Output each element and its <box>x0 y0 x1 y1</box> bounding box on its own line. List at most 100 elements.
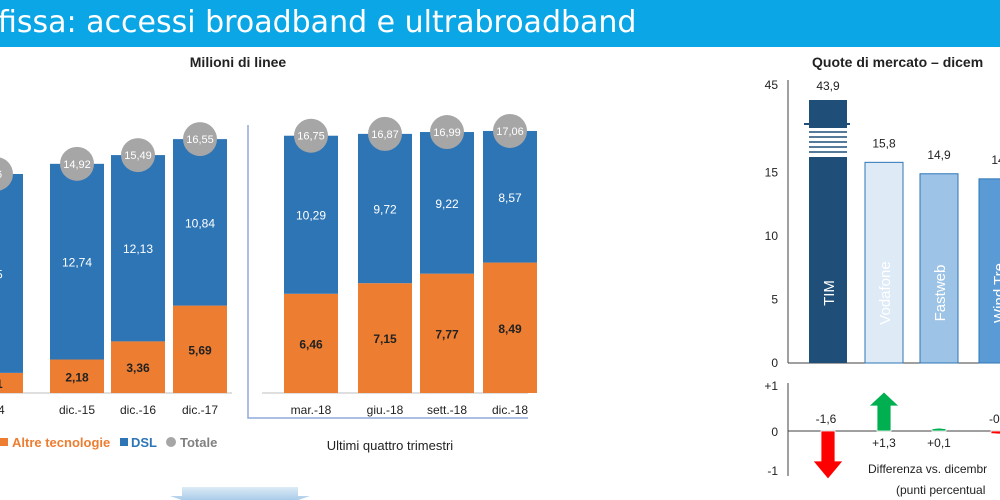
bar-altre-5 <box>358 283 412 393</box>
category-label-7: dic.-18 <box>492 403 528 417</box>
label-altre-1: 2,18 <box>65 370 89 384</box>
label-altre-0: 31 <box>0 377 3 391</box>
quarters-group-label: Ultimi quattro trimestri <box>327 438 454 453</box>
delta-ytick-1: 0 <box>771 425 778 439</box>
share-category-0: TIM <box>821 280 838 306</box>
total-marker-6 <box>430 115 464 150</box>
lines-bar-chart: Milioni di linee Ultimi quattro trimestr… <box>0 54 537 500</box>
share-value-2: 14,9 <box>927 148 951 162</box>
category-label-4: mar.-18 <box>291 403 332 417</box>
label-totale-2: 15,49 <box>124 150 152 162</box>
down-arrow-icon-3 <box>982 430 1000 435</box>
share-ytick-0: 0 <box>771 356 778 370</box>
bar-altre-7 <box>483 262 537 393</box>
label-altre-7: 8,49 <box>498 322 522 336</box>
delta-ytick-2: -1 <box>767 464 778 478</box>
share-category-3: Wind Tre <box>991 263 1000 323</box>
legend-label-altre: Altre tecnologie <box>12 435 110 450</box>
label-totale-6: 16,99 <box>433 127 461 139</box>
bar-dsl-7 <box>483 130 537 263</box>
label-dsl-3: 10,84 <box>185 216 215 230</box>
delta-value-1: +1,3 <box>872 436 896 450</box>
label-totale-0: 26 <box>0 169 2 181</box>
bar-dsl-4 <box>284 135 338 294</box>
share-bar-1 <box>864 161 904 364</box>
legend: Altre tecnologie DSL Totale <box>0 435 217 450</box>
label-dsl-0: 95 <box>0 267 3 281</box>
share-ytick-1: 5 <box>771 293 778 307</box>
share-chart-title: Quote di mercato – dicem <box>812 54 983 70</box>
delta-ytick-0: +1 <box>764 379 778 393</box>
total-marker-1 <box>60 146 94 181</box>
share-value-3: 14 <box>991 153 1000 167</box>
label-altre-3: 5,69 <box>188 343 212 357</box>
share-ytick-4: 45 <box>765 78 779 92</box>
label-dsl-4: 10,29 <box>296 209 326 223</box>
bar-altre-6 <box>420 273 474 393</box>
bar-altre-1 <box>50 359 104 393</box>
label-dsl-7: 8,57 <box>498 191 522 205</box>
bar-altre-0 <box>0 372 23 393</box>
total-marker-7 <box>493 113 527 148</box>
legend-label-totale: Totale <box>180 435 217 450</box>
bar-dsl-5 <box>358 133 412 284</box>
section-divider <box>247 125 265 419</box>
label-totale-1: 14,92 <box>63 159 91 171</box>
total-marker-4 <box>294 118 328 153</box>
share-category-2: Fastweb <box>932 265 949 322</box>
bar-altre-4 <box>284 293 338 393</box>
bar-dsl-6 <box>420 132 474 274</box>
label-altre-6: 7,77 <box>435 327 459 341</box>
bar-altre-2 <box>111 341 165 393</box>
label-totale-5: 16,87 <box>371 129 399 141</box>
label-altre-2: 3,36 <box>126 361 150 375</box>
label-dsl-1: 12,74 <box>62 256 92 270</box>
up-arrow-icon-1 <box>867 391 901 432</box>
share-bar-2 <box>919 173 959 364</box>
category-label-2: dic.-16 <box>120 403 156 417</box>
delta-note-line1: Differenza vs. dicembr <box>868 462 987 476</box>
category-label-0: -14 <box>0 403 5 417</box>
down-arrow-icon <box>170 487 310 500</box>
label-dsl-5: 9,72 <box>373 203 397 217</box>
bar-altre-3 <box>173 305 227 393</box>
bar-dsl-0 <box>0 173 23 373</box>
delta-value-2: +0,1 <box>927 436 951 450</box>
total-marker-5 <box>368 116 402 151</box>
legend-swatch-totale <box>166 437 176 447</box>
category-label-6: sett.-18 <box>427 403 467 417</box>
label-totale-3: 16,55 <box>186 134 214 146</box>
delta-value-3: -0, <box>989 412 1000 426</box>
down-arrow-icon-0 <box>812 430 844 480</box>
up-arrow-icon-2 <box>923 427 955 432</box>
share-bar-3 <box>978 178 1000 364</box>
total-marker-0 <box>0 157 13 191</box>
label-altre-4: 6,46 <box>299 337 323 351</box>
label-totale-4: 16,75 <box>297 131 325 143</box>
label-dsl-2: 12,13 <box>123 242 153 256</box>
delta-note-line2: (punti percentual <box>896 483 985 497</box>
category-label-1: dic.-15 <box>59 403 95 417</box>
bar-dsl-3 <box>173 139 227 306</box>
total-marker-2 <box>121 138 155 173</box>
share-ytick-2: 10 <box>765 229 779 243</box>
bar-dsl-1 <box>50 163 104 360</box>
legend-label-dsl: DSL <box>131 435 157 450</box>
share-category-1: Vodafone <box>877 261 894 324</box>
category-label-3: dic.-17 <box>182 403 218 417</box>
legend-swatch-dsl <box>120 438 128 446</box>
bar-dsl-2 <box>111 155 165 342</box>
legend-swatch-altre <box>0 438 8 446</box>
page-title: fissa: accessi broadband e ultrabroadban… <box>0 5 637 40</box>
category-label-5: giu.-18 <box>367 403 404 417</box>
chart-title: Milioni di linee <box>190 54 287 70</box>
total-marker-3 <box>183 122 217 157</box>
label-dsl-6: 9,22 <box>435 197 459 211</box>
title-bar: fissa: accessi broadband e ultrabroadban… <box>0 0 1000 47</box>
share-value-0: 43,9 <box>816 79 840 93</box>
share-ytick-3: 15 <box>765 166 779 180</box>
label-totale-7: 17,06 <box>496 126 524 138</box>
share-value-1: 15,8 <box>872 136 896 150</box>
label-altre-5: 7,15 <box>373 332 397 346</box>
